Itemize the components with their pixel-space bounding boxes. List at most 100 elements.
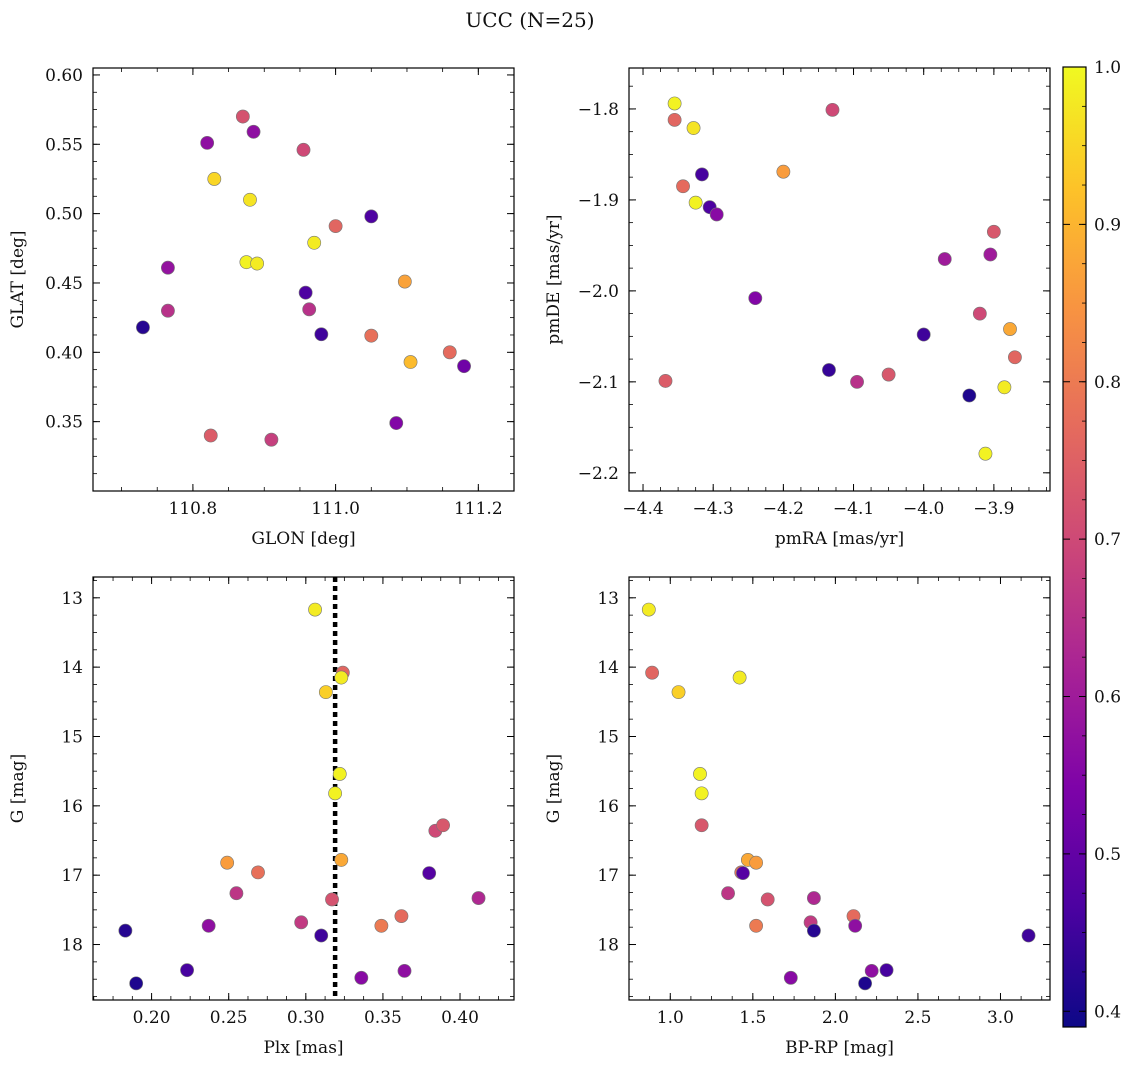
data-point [354, 970, 369, 985]
data-point [822, 363, 836, 377]
x-tick-label: 0.35 [364, 1008, 402, 1028]
data-point [264, 432, 279, 447]
data-point [916, 327, 931, 342]
y-tick-label: 0.45 [45, 274, 83, 294]
data-point [749, 918, 764, 933]
data-point [671, 685, 686, 700]
y-tick-label: −2.0 [578, 282, 619, 302]
data-point [807, 923, 821, 938]
x-tick-label: 0.40 [441, 1008, 479, 1028]
data-point [962, 388, 977, 403]
y-tick-label: −2.1 [578, 373, 619, 393]
x-tick-label: 0.20 [133, 1008, 171, 1028]
y-tick-label: 0.40 [45, 343, 83, 363]
points [118, 602, 486, 991]
y-tick-label: 18 [597, 936, 619, 956]
x-tick-label: −4.3 [693, 499, 734, 519]
x-axis-label: pmRA [mas/yr] [775, 529, 904, 549]
y-tick-label: −1.8 [578, 100, 619, 120]
data-point [243, 192, 257, 207]
points [658, 96, 1022, 461]
y-tick-label: 0.35 [45, 413, 83, 433]
data-point [983, 247, 998, 262]
data-point [667, 112, 682, 127]
data-point [389, 416, 404, 430]
y-axis-label: G [mag] [8, 754, 28, 823]
data-point [201, 918, 216, 933]
data-point [129, 976, 144, 991]
x-axis-label: GLON [deg] [251, 529, 355, 549]
x-tick-label: −3.9 [973, 499, 1014, 519]
panels: 110.8 111.0 111.2 0.35 0.40 0.45 0.50 0.55 0.60 G… [8, 66, 1051, 1058]
data-point [298, 285, 313, 300]
data-point [695, 167, 709, 182]
data-point [296, 142, 311, 157]
data-point [328, 786, 343, 801]
y-tick-label: 15 [61, 727, 83, 747]
data-point [1021, 928, 1036, 943]
y-tick-label: −2.2 [578, 464, 619, 484]
x-axis-label: Plx [mas] [263, 1038, 343, 1058]
x-tick-label: −4.4 [622, 499, 663, 519]
data-point [658, 374, 673, 388]
data-point [694, 818, 709, 833]
data-point [250, 256, 265, 271]
data-point [676, 179, 690, 194]
data-point [180, 963, 194, 978]
data-point [776, 164, 791, 179]
data-point [314, 928, 329, 943]
x-tick-label: 111.0 [311, 499, 360, 519]
data-point [161, 303, 175, 318]
data-point [879, 963, 894, 978]
data-point [246, 124, 261, 139]
data-point [864, 963, 879, 978]
data-point [220, 855, 235, 870]
data-point [397, 963, 412, 978]
panel-3: 0.20 0.25 0.30 0.35 0.40 13 14 15 16 17 18 Plx [mas… [8, 576, 515, 1058]
data-point [229, 886, 244, 901]
data-point [374, 918, 389, 933]
panel-1: 110.8 111.0 111.2 0.35 0.40 0.45 0.50 0.55 0.60 G… [8, 66, 515, 549]
colorbar: 0.4 0.5 0.6 0.7 0.8 0.9 1.0 [1062, 58, 1121, 1028]
y-axis-label: GLAT [deg] [8, 230, 28, 328]
data-point [161, 260, 175, 275]
data-point [881, 367, 896, 382]
data-point [471, 891, 486, 905]
data-point [436, 818, 450, 833]
colorbar-tick-label: 0.9 [1094, 215, 1121, 235]
x-tick-label: 2.0 [822, 1008, 849, 1028]
data-point [294, 915, 309, 930]
data-point [442, 345, 457, 360]
data-point [641, 602, 656, 617]
data-point [235, 109, 250, 124]
colorbar-tick-label: 0.7 [1094, 530, 1121, 550]
data-point [334, 853, 349, 867]
data-point [1008, 350, 1022, 365]
data-point [318, 685, 333, 700]
panel-4: 1.0 1.5 2.0 2.5 3.0 13 14 15 16 17 18 BP-RP [mag] G … [544, 576, 1051, 1058]
y-tick-label: 0.50 [45, 205, 83, 225]
data-point [325, 892, 339, 907]
x-tick-label: 2.5 [904, 1008, 931, 1028]
data-point [307, 235, 322, 250]
y-tick-label: 16 [61, 797, 83, 817]
data-point [721, 886, 735, 901]
y-tick-label: 14 [597, 658, 619, 678]
data-point [308, 602, 322, 617]
data-point [850, 374, 864, 389]
data-point [645, 665, 660, 680]
data-point [394, 909, 409, 923]
data-point [686, 121, 701, 135]
data-point [364, 328, 379, 343]
colorbar-tick-label: 0.6 [1094, 688, 1121, 708]
data-point [251, 865, 265, 880]
data-point [457, 359, 471, 374]
data-point [825, 102, 840, 117]
x-tick-label: 0.25 [210, 1008, 248, 1028]
figure-title: UCC (N=25) [465, 8, 594, 32]
data-point [403, 355, 418, 369]
data-point [783, 970, 798, 985]
y-tick-label: 13 [61, 589, 83, 609]
colorbar-tick-label: 0.4 [1094, 1002, 1121, 1022]
y-tick-label: −1.9 [578, 191, 619, 211]
